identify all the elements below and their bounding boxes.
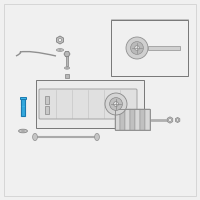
Bar xyxy=(120,109,125,130)
Bar xyxy=(130,109,135,130)
Polygon shape xyxy=(36,80,144,128)
Bar xyxy=(20,97,26,99)
Bar xyxy=(140,109,145,130)
Ellipse shape xyxy=(56,49,64,51)
Circle shape xyxy=(110,98,122,110)
Circle shape xyxy=(176,119,179,121)
Circle shape xyxy=(58,38,62,42)
Ellipse shape xyxy=(95,133,99,141)
Circle shape xyxy=(114,102,118,106)
Circle shape xyxy=(105,93,127,115)
Circle shape xyxy=(135,46,139,50)
Bar xyxy=(66,54,68,66)
Bar xyxy=(148,46,180,50)
Circle shape xyxy=(131,42,143,54)
Bar xyxy=(45,96,49,104)
Bar xyxy=(65,74,69,78)
Ellipse shape xyxy=(22,130,24,132)
Polygon shape xyxy=(64,51,70,57)
Bar xyxy=(115,109,120,130)
Polygon shape xyxy=(175,117,180,123)
Bar xyxy=(111,20,188,76)
Circle shape xyxy=(169,119,171,121)
Ellipse shape xyxy=(19,129,27,133)
Bar xyxy=(45,106,49,114)
Bar xyxy=(135,109,140,130)
Bar xyxy=(125,109,130,130)
Circle shape xyxy=(126,37,148,59)
Bar xyxy=(115,109,150,130)
Bar xyxy=(145,109,150,130)
FancyBboxPatch shape xyxy=(39,89,137,119)
Bar xyxy=(21,99,25,116)
Polygon shape xyxy=(167,117,173,123)
Polygon shape xyxy=(57,36,63,44)
Ellipse shape xyxy=(64,67,70,69)
Ellipse shape xyxy=(33,133,37,141)
